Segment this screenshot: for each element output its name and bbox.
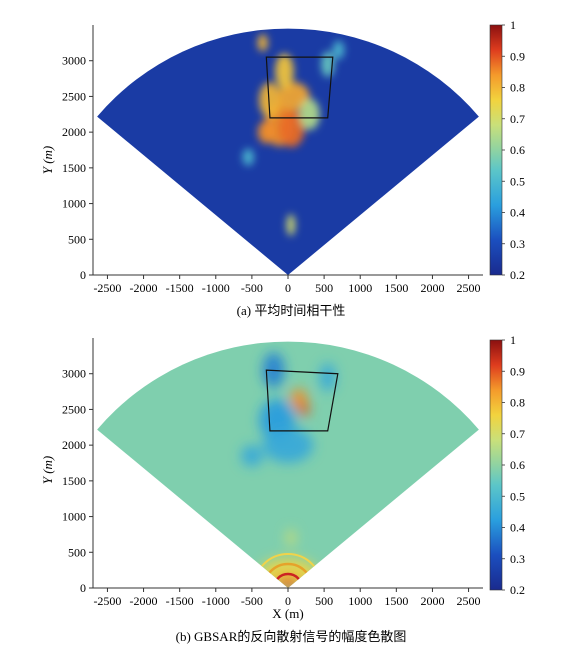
x-tick-label: 2000 <box>420 594 444 608</box>
y-tick-label: 1500 <box>62 474 86 488</box>
y-tick-label: 2500 <box>62 89 86 103</box>
axes-a: -2500 -2000 -1500 -1000 -500 0 500 1000 1500 2000… <box>62 25 483 295</box>
x-tick-label: 1000 <box>348 281 372 295</box>
roi-box-b <box>265 369 339 432</box>
x-tick-label: 0 <box>285 281 291 295</box>
y-tick-label: 1000 <box>62 197 86 211</box>
caption-a: (a) 平均时间相干性 <box>237 303 346 318</box>
x-tick-label: -2500 <box>93 594 121 608</box>
roi-box-a <box>265 56 334 119</box>
ring-b <box>253 553 323 588</box>
colorbar-gradient-a <box>489 24 503 276</box>
x-tick-label: 500 <box>315 594 333 608</box>
colorbar-tick-label: 0.7 <box>510 112 525 126</box>
heatmap-cell <box>278 110 305 148</box>
colorbar-tick-label: 0.2 <box>510 583 525 597</box>
x-tick-label: -2000 <box>130 594 158 608</box>
colorbar-tick-label: 0.8 <box>510 396 525 410</box>
y-tick-label: 1500 <box>62 161 86 175</box>
plot-area-a <box>97 28 479 276</box>
heatmap-cell <box>275 53 294 90</box>
heatmap-cell <box>241 445 263 467</box>
colorbar-ticks-b: 0.2 0.3 0.4 0.5 0.6 0.7 0.8 0.9 1 <box>502 333 525 597</box>
x-tick-label: -1000 <box>202 594 230 608</box>
plot-area-b <box>97 341 479 588</box>
axes-b: -2500 -2000 -1500 -1000 -500 0 500 1000 1500 2000… <box>62 338 483 608</box>
colorbar-gradient-b <box>489 339 503 591</box>
y-axis-label-b: Y (m) <box>40 456 55 485</box>
colorbar-ticks-a: 0.2 0.3 0.4 0.5 0.6 0.7 0.8 0.9 1 <box>502 18 525 282</box>
y-tick-label: 3000 <box>62 54 86 68</box>
colorbar-a: 0.2 0.3 0.4 0.5 0.6 0.7 0.8 0.9 1 <box>489 18 525 282</box>
x-tick-label: -2000 <box>130 281 158 295</box>
y-axis-label-a: Y (m) <box>40 146 55 175</box>
x-tick-label: -2500 <box>93 281 121 295</box>
colorbar-tick-label: 0.7 <box>510 427 525 441</box>
ring-b <box>272 572 304 588</box>
x-tick-label: -1500 <box>166 281 194 295</box>
caption-b: (b) GBSAR的反向散射信号的幅度色散图 <box>176 629 407 644</box>
heatmap-cell <box>262 427 314 463</box>
ring-b <box>262 562 314 588</box>
x-tick-label: 2500 <box>457 594 481 608</box>
x-tick-label: -1500 <box>166 594 194 608</box>
x-tick-label: 1500 <box>384 281 408 295</box>
colorbar-tick-label: 1 <box>510 18 516 32</box>
colorbar-tick-label: 0.6 <box>510 143 525 157</box>
x-tick-label: 2500 <box>457 281 481 295</box>
heatmap-cell <box>332 40 345 60</box>
colorbar-tick-label: 0.5 <box>510 489 525 503</box>
y-tick-label: 0 <box>80 581 86 595</box>
colorbar-tick-label: 0.3 <box>510 237 525 251</box>
heatmap-cell <box>259 82 281 118</box>
x-tick-label: 1000 <box>348 594 372 608</box>
heatmap-cell <box>299 98 320 130</box>
panel-b: -2500 -2000 -1500 -1000 -500 0 500 1000 1500 2000… <box>40 333 525 644</box>
x-tick-label: 500 <box>315 281 333 295</box>
heatmap-cell <box>286 214 296 236</box>
colorbar-b: 0.2 0.3 0.4 0.5 0.6 0.7 0.8 0.9 1 <box>489 333 525 597</box>
colorbar-tick-label: 0.3 <box>510 552 525 566</box>
y-tick-label: 1000 <box>62 510 86 524</box>
hotspots-a <box>242 34 345 236</box>
x-tick-label: 2000 <box>420 281 444 295</box>
heatmap-cell <box>257 120 276 144</box>
colorbar-tick-label: 0.2 <box>510 268 525 282</box>
panel-a: -2500 -2000 -1500 -1000 -500 0 500 1000 1500 2000… <box>40 18 525 318</box>
heatmap-cell <box>321 51 335 78</box>
colorbar-tick-label: 0.4 <box>510 521 525 535</box>
heatmap-cell <box>277 82 310 111</box>
sector-b <box>97 341 479 588</box>
y-tick-label: 2000 <box>62 125 86 139</box>
y-tick-label: 2500 <box>62 402 86 416</box>
heatmap-cell <box>298 403 310 416</box>
sector-a <box>97 28 479 276</box>
colorbar-tick-label: 0.8 <box>510 81 525 95</box>
heatmap-cell <box>257 34 268 52</box>
y-tick-label: 0 <box>80 268 86 282</box>
heatmap-cell <box>319 363 336 392</box>
near-field-rings-b <box>253 553 323 588</box>
heatmap-cell <box>286 529 296 547</box>
x-tick-label: -1000 <box>202 281 230 295</box>
colorbar-tick-label: 0.6 <box>510 458 525 472</box>
x-tick-label: 0 <box>285 594 291 608</box>
x-axis-label-b: X (m) <box>272 606 303 621</box>
colorbar-tick-label: 0.5 <box>510 174 525 188</box>
y-tick-label: 500 <box>68 545 86 559</box>
x-tick-label: -500 <box>241 281 263 295</box>
y-tick-label: 500 <box>68 232 86 246</box>
colorbar-tick-label: 1 <box>510 333 516 347</box>
colorbar-tick-label: 0.9 <box>510 364 525 378</box>
colorbar-tick-label: 0.4 <box>510 206 525 220</box>
heatmap-cell <box>242 148 255 166</box>
x-tick-label: -500 <box>241 594 263 608</box>
y-tick-label: 3000 <box>62 367 86 381</box>
colorbar-tick-label: 0.9 <box>510 49 525 63</box>
y-tick-label: 2000 <box>62 438 86 452</box>
x-tick-label: 1500 <box>384 594 408 608</box>
